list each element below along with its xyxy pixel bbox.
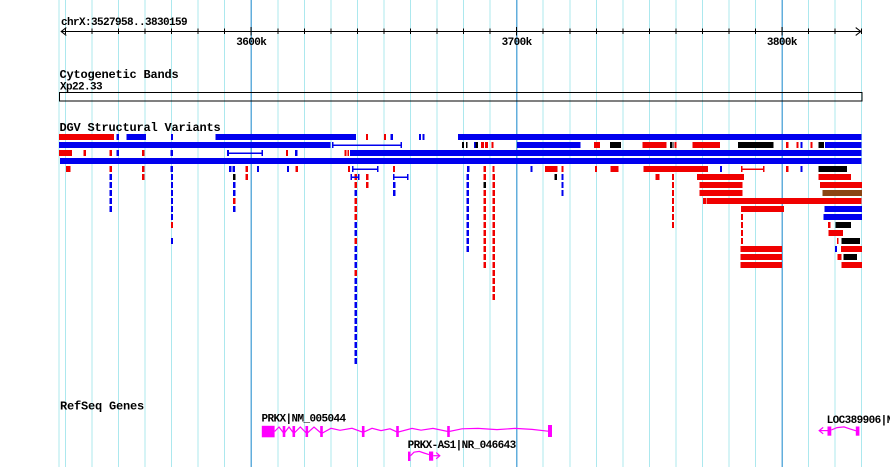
svg-text:3800k: 3800k xyxy=(767,37,798,49)
svg-text:chrX:3527958..3830159: chrX:3527958..3830159 xyxy=(61,17,187,29)
svg-text:LOC389906|NM_0: LOC389906|NM_0 xyxy=(827,415,890,427)
svg-text:RefSeq Genes: RefSeq Genes xyxy=(60,400,144,414)
svg-text:Cytogenetic Bands: Cytogenetic Bands xyxy=(60,68,179,82)
svg-text:PRKX|NM_005044: PRKX|NM_005044 xyxy=(262,414,347,426)
svg-text:PRKX-AS1|NR_046643: PRKX-AS1|NR_046643 xyxy=(408,440,517,452)
svg-text:DGV Structural Variants: DGV Structural Variants xyxy=(60,121,221,135)
svg-text:Xp22.33: Xp22.33 xyxy=(60,82,103,94)
svg-text:3600k: 3600k xyxy=(236,37,267,49)
svg-text:3700k: 3700k xyxy=(502,37,533,49)
